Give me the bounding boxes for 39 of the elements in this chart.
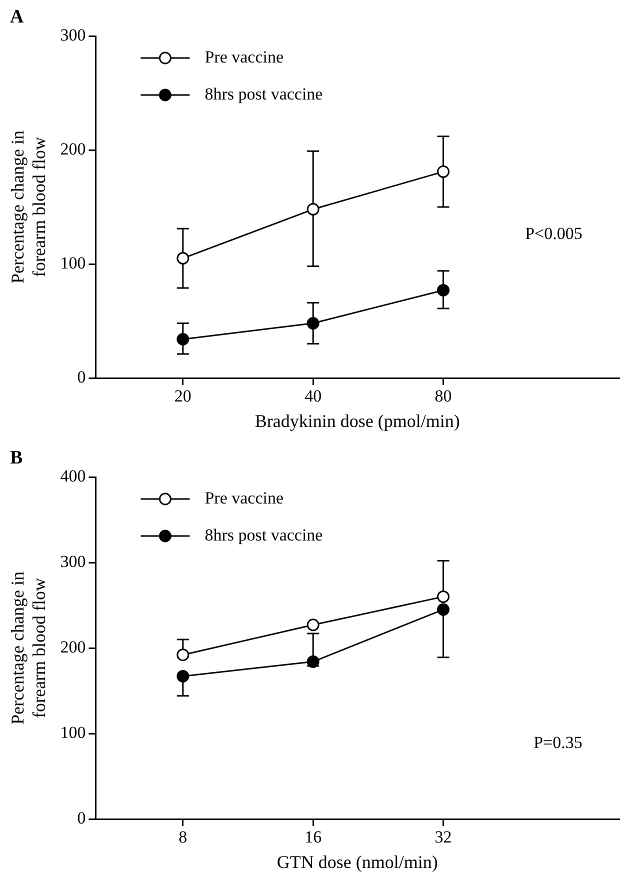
y-tick-label: 0 [77,367,86,386]
point [306,655,320,668]
point [437,284,450,296]
y-tick-label: 100 [60,253,86,272]
point [437,165,450,178]
x-tick-label: 80 [434,386,452,406]
y-tick-label: 100 [60,722,86,742]
legend-label: Pre vaccine [204,47,284,66]
chart-title: A [10,6,24,28]
point [437,590,450,603]
legend-label: 8hrs post vaccine [204,84,323,104]
y-axis-title: Percentage change in forearm blood flow [8,130,50,284]
y-tick-label: 300 [60,25,86,44]
point [176,670,190,682]
point [437,603,450,616]
annotation: P=0.35 [534,733,582,752]
x-tick-label: 40 [304,386,322,406]
y-tick-label: 200 [60,637,86,656]
chart-title: B [10,447,23,468]
point [176,332,190,346]
y-tick-label: 0 [77,808,86,828]
x-tick-label: 32 [434,828,452,847]
y-tick-label: 400 [60,466,86,486]
x-axis-title: GTN dose (nmol/min) [276,852,438,872]
y-axis-title: Percentage change in forearm blood flow [8,572,50,724]
annotation: P<0.005 [525,224,582,243]
y-tick-label: 300 [60,552,86,571]
point [176,252,190,265]
legend-label: Pre vaccine [204,488,284,508]
point [306,618,320,632]
y-tick-label: 200 [60,139,86,158]
point [306,317,320,330]
x-axis-title: Bradykinin dose (pmol/min) [254,410,460,431]
point [306,203,320,216]
x-tick-label: 16 [304,828,322,847]
x-tick-label: 8 [178,828,188,847]
point [176,648,190,662]
x-tick-label: 20 [174,386,192,406]
legend-label: 8hrs post vaccine [204,525,323,544]
